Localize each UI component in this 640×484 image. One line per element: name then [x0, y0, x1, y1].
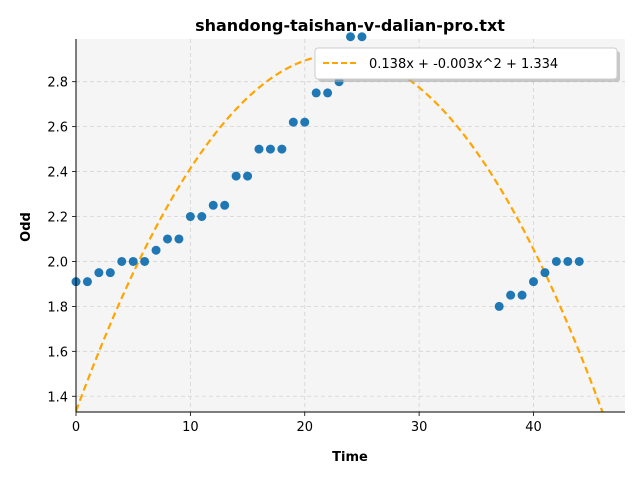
data-point	[300, 117, 310, 127]
y-tick-label: 1.4	[47, 390, 68, 405]
data-point	[346, 32, 355, 42]
x-tick-label: 20	[296, 420, 313, 435]
y-tick-label: 1.8	[47, 300, 68, 315]
data-point	[540, 268, 550, 278]
data-point	[220, 200, 230, 210]
y-tick-label: 2.4	[47, 166, 68, 181]
y-tick-label: 2.6	[47, 121, 68, 136]
legend-box	[314, 47, 618, 80]
x-tick-label: 30	[411, 420, 428, 435]
data-point	[357, 32, 367, 42]
data-point	[529, 277, 538, 287]
y-tick-label: 1.6	[47, 345, 68, 360]
data-point	[94, 268, 104, 278]
data-point	[494, 301, 504, 311]
data-point	[551, 256, 561, 266]
data-point	[174, 234, 184, 244]
data-point	[197, 212, 207, 222]
axes	[72, 39, 625, 416]
data-point	[288, 117, 298, 127]
y-tick-label: 2.0	[47, 255, 68, 270]
data-point	[163, 234, 172, 244]
y-tick-label: 2.2	[47, 211, 68, 226]
data-point	[517, 290, 527, 300]
y-axis-label: Odd	[19, 212, 34, 242]
x-tick-label: 10	[182, 420, 199, 435]
data-point	[208, 200, 218, 210]
data-point	[128, 256, 138, 266]
legend-fit-label: 0.138x + -0.003x^2 + 1.334	[369, 57, 558, 72]
x-axis-label: Time	[332, 450, 368, 465]
data-point	[185, 212, 195, 222]
data-point	[151, 245, 161, 255]
data-point	[254, 144, 264, 154]
data-point	[277, 144, 287, 154]
data-point	[117, 256, 127, 266]
data-point	[574, 256, 584, 266]
data-point	[265, 144, 275, 154]
data-point	[82, 277, 92, 287]
legend: 0.138x + -0.003x^2 + 1.334	[314, 47, 620, 82]
data-point	[105, 268, 115, 278]
chart-title: shandong-taishan-v-dalian-pro.txt	[195, 16, 505, 35]
y-tick-label: 2.8	[47, 76, 68, 91]
data-point	[506, 290, 516, 300]
x-tick-label: 0	[72, 420, 80, 435]
data-point	[323, 88, 333, 98]
data-point	[231, 171, 241, 181]
data-point	[243, 171, 253, 181]
data-point	[563, 256, 573, 266]
x-tick-label: 40	[525, 420, 542, 435]
data-point	[311, 88, 321, 98]
tick-labels: 0 10 20 30 40 1.4 1.6 1.8 2.0 2.2 2.4 2.6 2.8	[47, 76, 541, 435]
data-point	[140, 256, 150, 266]
plot-area	[76, 39, 625, 412]
